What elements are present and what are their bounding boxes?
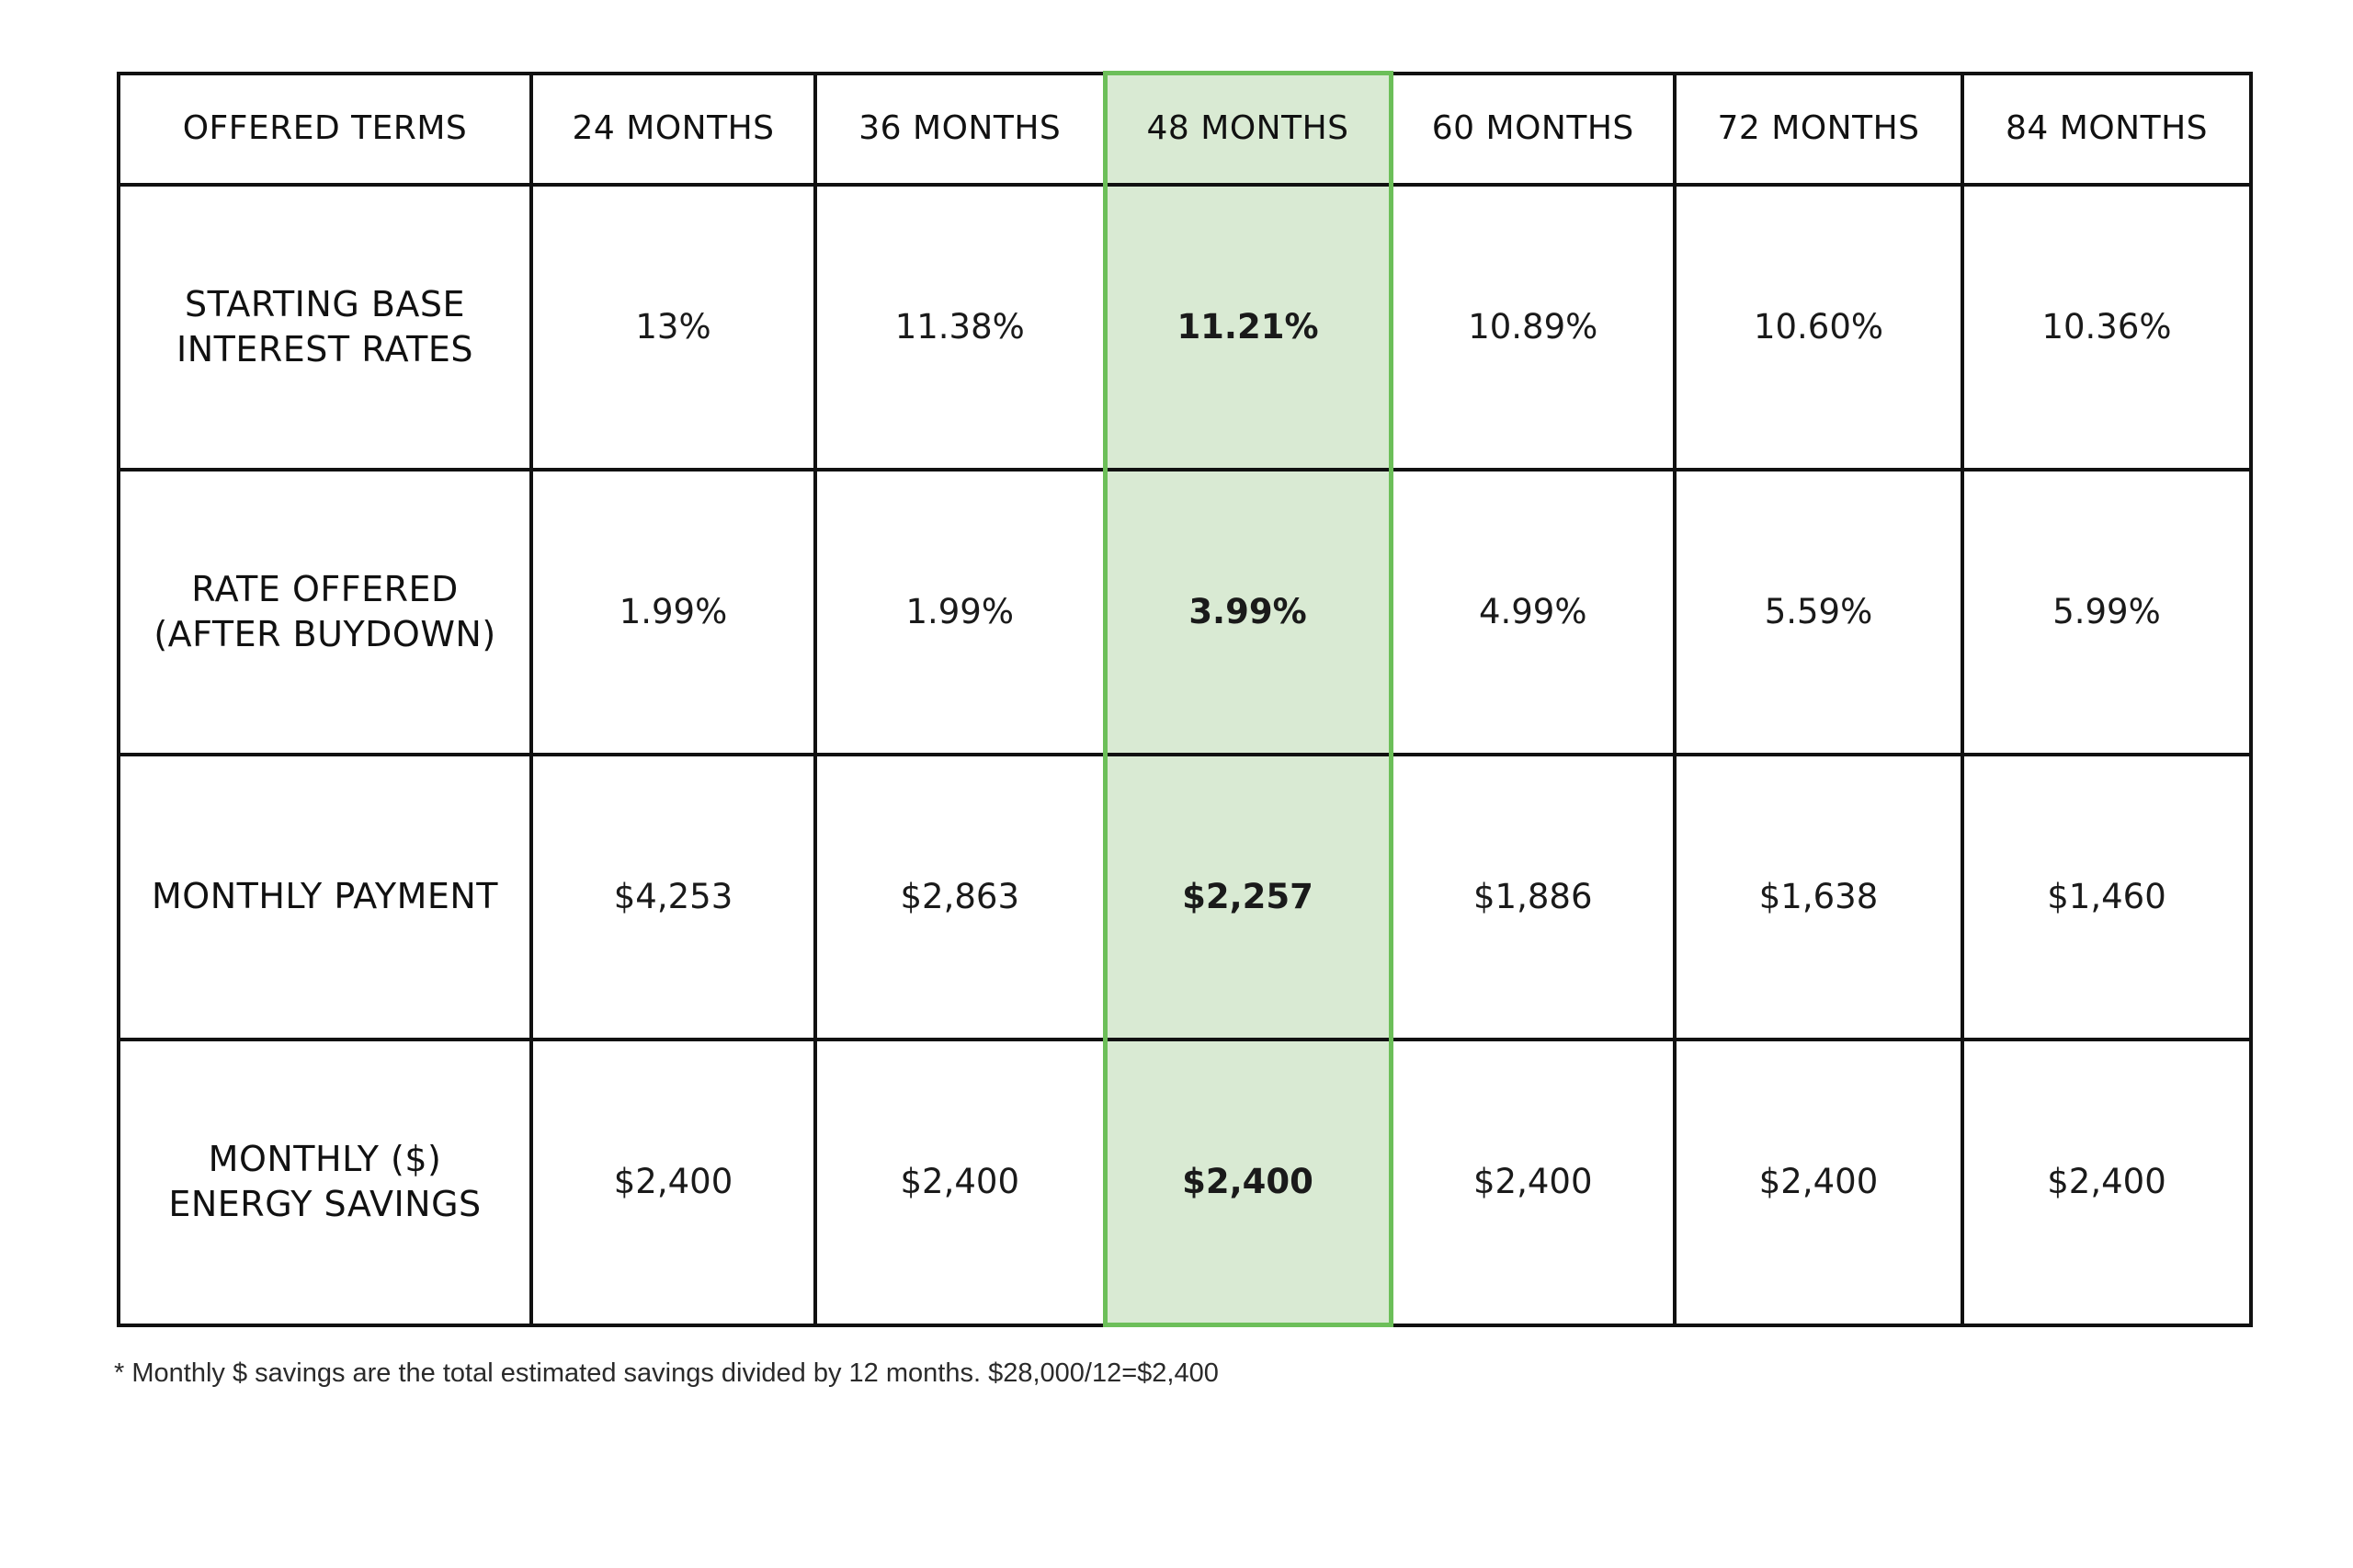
cell-rate-offered-72: 5.59%: [1673, 468, 1964, 756]
cell-rate-offered-24: 1.99%: [529, 468, 817, 756]
table-row-monthly-payment: MONTHLY PAYMENT $4,253 $2,863 $2,257 $1,…: [117, 753, 2253, 1041]
row-label-line1: STARTING BASE: [184, 283, 466, 324]
row-label-line2: INTEREST RATES: [176, 329, 473, 369]
cell-savings-24: $2,400: [529, 1038, 817, 1327]
table-row-energy-savings: MONTHLY ($) ENERGY SAVINGS $2,400 $2,400…: [117, 1038, 2253, 1327]
row-label-starting-base-rates: STARTING BASE INTEREST RATES: [117, 183, 533, 472]
row-label-energy-savings: MONTHLY ($) ENERGY SAVINGS: [117, 1038, 533, 1327]
header-24-months: 24 MONTHS: [529, 71, 817, 187]
cell-payment-48: $2,257: [1102, 753, 1393, 1041]
cell-rate-offered-36: 1.99%: [813, 468, 1107, 756]
cell-base-rate-72: 10.60%: [1673, 183, 1964, 472]
cell-savings-48: $2,400: [1102, 1038, 1393, 1327]
row-label-line1: RATE OFFERED: [191, 568, 459, 609]
cell-savings-60: $2,400: [1389, 1038, 1677, 1327]
cell-payment-72: $1,638: [1673, 753, 1964, 1041]
cell-base-rate-60: 10.89%: [1389, 183, 1677, 472]
table-row-starting-base-rates: STARTING BASE INTEREST RATES 13% 11.38% …: [117, 183, 2253, 472]
row-label-line2: (AFTER BUYDOWN): [153, 614, 496, 654]
header-36-months: 36 MONTHS: [813, 71, 1107, 187]
row-label-line1: MONTHLY PAYMENT: [152, 876, 498, 917]
header-48-months: 48 MONTHS: [1102, 71, 1393, 187]
cell-savings-84: $2,400: [1961, 1038, 2253, 1327]
header-72-months: 72 MONTHS: [1673, 71, 1964, 187]
cell-base-rate-84: 10.36%: [1961, 183, 2253, 472]
cell-payment-24: $4,253: [529, 753, 817, 1041]
row-label-line2: ENERGY SAVINGS: [168, 1184, 482, 1225]
cell-rate-offered-60: 4.99%: [1389, 468, 1677, 756]
cell-payment-60: $1,886: [1389, 753, 1677, 1041]
row-label-monthly-payment: MONTHLY PAYMENT: [117, 753, 533, 1041]
footnote: * Monthly $ savings are the total estima…: [114, 1358, 1219, 1388]
row-label-line1: MONTHLY ($): [208, 1138, 442, 1179]
cell-rate-offered-84: 5.99%: [1961, 468, 2253, 756]
cell-rate-offered-48: 3.99%: [1102, 468, 1393, 756]
table-row-rate-offered: RATE OFFERED (AFTER BUYDOWN) 1.99% 1.99%…: [117, 468, 2253, 756]
table-header-row: OFFERED TERMS 24 MONTHS 36 MONTHS 48 MON…: [117, 71, 2253, 187]
cell-savings-36: $2,400: [813, 1038, 1107, 1327]
header-60-months: 60 MONTHS: [1389, 71, 1677, 187]
cell-payment-36: $2,863: [813, 753, 1107, 1041]
offered-terms-table: OFFERED TERMS 24 MONTHS 36 MONTHS 48 MON…: [117, 71, 2253, 1327]
header-offered-terms: OFFERED TERMS: [117, 71, 533, 187]
cell-base-rate-24: 13%: [529, 183, 817, 472]
cell-base-rate-48: 11.21%: [1102, 183, 1393, 472]
row-label-rate-offered: RATE OFFERED (AFTER BUYDOWN): [117, 468, 533, 756]
cell-payment-84: $1,460: [1961, 753, 2253, 1041]
header-84-months: 84 MONTHS: [1961, 71, 2253, 187]
cell-savings-72: $2,400: [1673, 1038, 1964, 1327]
cell-base-rate-36: 11.38%: [813, 183, 1107, 472]
